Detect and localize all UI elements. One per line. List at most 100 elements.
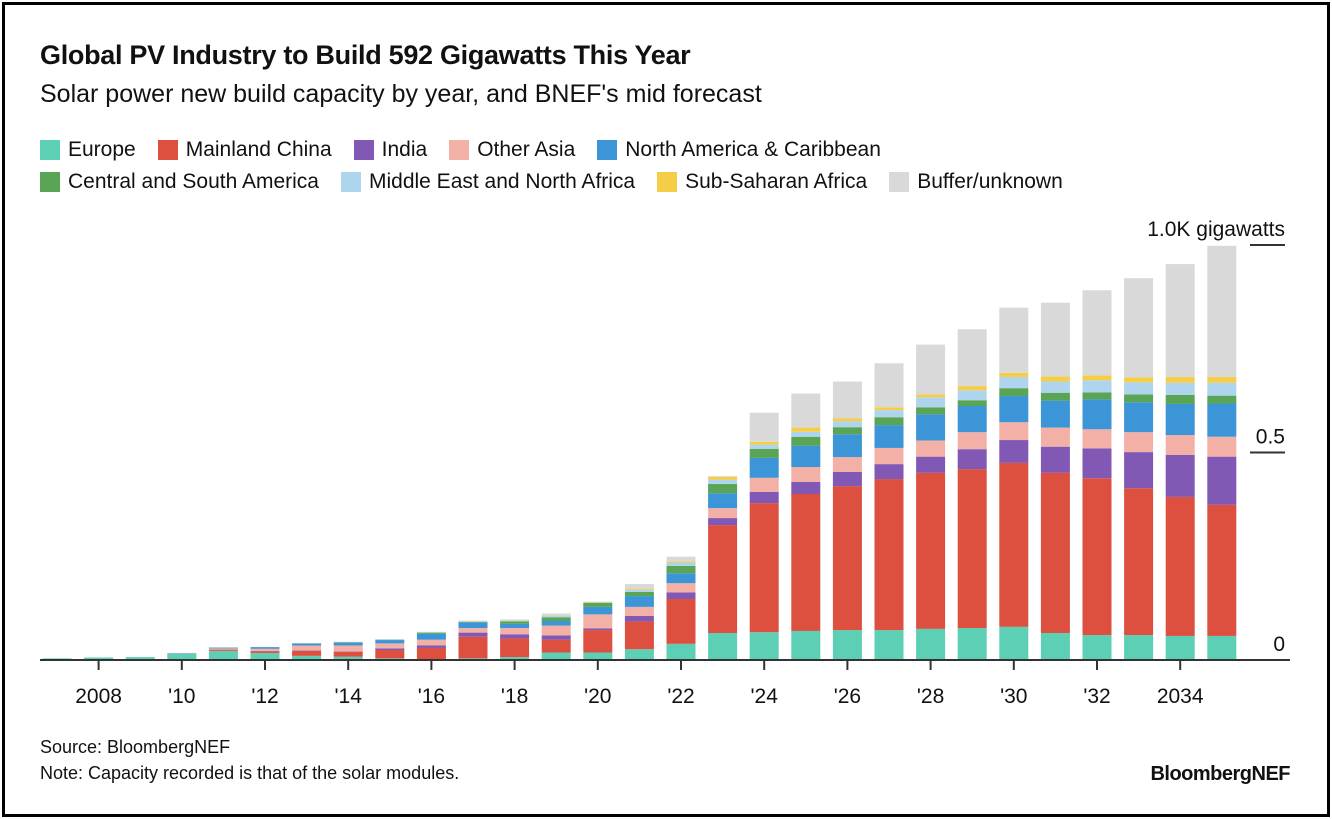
bar-segment-india-2021 xyxy=(624,616,654,622)
legend-item: Sub-Saharan Africa xyxy=(657,170,867,194)
bar-segment-buffer-unknown-2024 xyxy=(749,412,779,442)
x-tick-label: '32 xyxy=(1083,685,1110,708)
legend-swatch xyxy=(353,140,374,160)
bar-segment-india-2027 xyxy=(874,464,904,480)
bar-segment-sub-saharan-africa-2030 xyxy=(999,372,1029,377)
bar-segment-europe-2022 xyxy=(666,643,696,660)
bar-segment-mainland-china-2028 xyxy=(916,472,946,629)
footnote: Note: Capacity recorded is that of the s… xyxy=(40,763,460,783)
bar-segment-europe-2033 xyxy=(1124,635,1154,660)
bar-segment-india-2019 xyxy=(541,635,571,640)
bar-segment-north-america-caribbean-2024 xyxy=(749,457,779,478)
bar-segment-north-america-caribbean-2029 xyxy=(957,406,987,433)
bar-segment-middle-east-and-north-africa-2023 xyxy=(708,479,738,485)
legend-label: Buffer/unknown xyxy=(917,170,1063,193)
bar-segment-europe-2014 xyxy=(333,656,363,660)
bar-segment-north-america-caribbean-2018 xyxy=(500,623,530,629)
bar-segment-middle-east-and-north-africa-2031 xyxy=(1040,381,1070,393)
bar-segment-middle-east-and-north-africa-2021 xyxy=(624,589,654,592)
bar-segment-middle-east-and-north-africa-2019 xyxy=(541,615,571,618)
bar-segment-other-asia-2033 xyxy=(1124,432,1154,453)
bar-segment-europe-2018 xyxy=(500,657,530,660)
legend-item: Central and South America xyxy=(40,170,319,194)
legend-label: Central and South America xyxy=(68,170,319,193)
bar-segment-buffer-unknown-2027 xyxy=(874,363,904,408)
bar-segment-mainland-china-2025 xyxy=(791,494,821,631)
bar-segment-mainland-china-2026 xyxy=(832,486,862,631)
bar-segment-buffer-unknown-2026 xyxy=(832,381,862,419)
bar-segment-buffer-unknown-2021 xyxy=(624,584,654,590)
legend-item: Middle East and North Africa xyxy=(340,170,636,194)
bar-segment-north-america-caribbean-2020 xyxy=(583,606,613,615)
legend-row: Central and South America Middle East and… xyxy=(40,166,1300,198)
bar-segment-north-america-caribbean-2028 xyxy=(916,414,946,441)
bar-segment-middle-east-and-north-africa-2018 xyxy=(500,620,530,622)
bar-segment-india-2023 xyxy=(708,518,738,526)
legend-swatch xyxy=(340,172,361,192)
bar-segment-buffer-unknown-2032 xyxy=(1082,290,1112,376)
bar-segment-europe-2034 xyxy=(1165,635,1195,660)
x-tick-label: '26 xyxy=(834,685,861,708)
bar-segment-buffer-unknown-2030 xyxy=(999,307,1029,373)
bar-segment-mainland-china-2019 xyxy=(541,639,571,653)
bar-segment-europe-2028 xyxy=(916,628,946,660)
legend-label: Europe xyxy=(68,138,136,161)
bar-segment-mainland-china-2016 xyxy=(416,647,446,660)
chart-title: Global PV Industry to Build 592 Gigawatt… xyxy=(40,40,691,70)
bar-segment-other-asia-2022 xyxy=(666,583,696,593)
bar-segment-other-asia-2018 xyxy=(500,628,530,635)
bar-segment-india-2016 xyxy=(416,645,446,648)
legend-label: Sub-Saharan Africa xyxy=(685,170,868,193)
bar-segment-north-america-caribbean-2033 xyxy=(1124,402,1154,433)
bar-segment-middle-east-and-north-africa-2025 xyxy=(791,431,821,437)
bar-segment-buffer-unknown-2019 xyxy=(541,613,571,616)
bar-segment-central-and-south-america-2019 xyxy=(541,617,571,621)
bar-segment-north-america-caribbean-2025 xyxy=(791,445,821,468)
x-tick-label: '20 xyxy=(584,685,611,708)
bar-segment-middle-east-and-north-africa-2024 xyxy=(749,444,779,449)
bar-segment-other-asia-2034 xyxy=(1165,435,1195,455)
bar-segment-north-america-caribbean-2023 xyxy=(708,493,738,509)
bar-segment-other-asia-2016 xyxy=(416,639,446,646)
bar-segment-india-2030 xyxy=(999,440,1029,463)
bar-segment-sub-saharan-africa-2027 xyxy=(874,407,904,411)
bar-segment-middle-east-and-north-africa-2026 xyxy=(832,421,862,428)
bar-segment-mainland-china-2033 xyxy=(1124,488,1154,636)
bar-segment-middle-east-and-north-africa-2028 xyxy=(916,397,946,408)
bar-segment-other-asia-2020 xyxy=(583,614,613,629)
bar-segment-india-2028 xyxy=(916,456,946,473)
legend-swatch xyxy=(157,140,178,160)
bar-segment-europe-2010 xyxy=(167,653,197,660)
bar-segment-mainland-china-2018 xyxy=(500,638,530,658)
bar-segment-europe-2011 xyxy=(208,650,238,660)
bar-segment-mainland-china-2035 xyxy=(1207,504,1237,636)
bar-segment-india-2033 xyxy=(1124,452,1154,489)
bar-segment-other-asia-2013 xyxy=(292,645,322,651)
bar-segment-north-america-caribbean-2026 xyxy=(832,434,862,458)
x-tick-label: '24 xyxy=(751,685,779,708)
bar-segment-sub-saharan-africa-2024 xyxy=(749,441,779,445)
bar-segment-central-and-south-america-2032 xyxy=(1082,392,1112,400)
bar-segment-sub-saharan-africa-2025 xyxy=(791,427,821,432)
bar-segment-mainland-china-2015 xyxy=(375,650,405,659)
bar-segment-mainland-china-2011 xyxy=(208,649,238,651)
legend-label: Middle East and North Africa xyxy=(368,170,636,193)
bar-segment-other-asia-2021 xyxy=(624,606,654,617)
bar-segment-sub-saharan-africa-2034 xyxy=(1165,376,1195,383)
bar-segment-india-2020 xyxy=(583,628,613,631)
bar-segment-mainland-china-2017 xyxy=(458,636,488,659)
bar-segment-india-2025 xyxy=(791,481,821,494)
legend-label: Mainland China xyxy=(185,138,332,161)
bar-segment-other-asia-2030 xyxy=(999,422,1029,441)
bar-segment-mainland-china-2031 xyxy=(1040,472,1070,634)
bar-segment-other-asia-2019 xyxy=(541,625,571,636)
bar-segment-other-asia-2015 xyxy=(375,643,405,649)
bar-segment-north-america-caribbean-2014 xyxy=(333,642,363,646)
chart-subtitle: Solar power new build capacity by year, … xyxy=(40,80,762,108)
bar-segment-north-america-caribbean-2027 xyxy=(874,425,904,448)
bar-segment-europe-2019 xyxy=(541,652,571,660)
bar-segment-central-and-south-america-2026 xyxy=(832,427,862,435)
bar-segment-sub-saharan-africa-2032 xyxy=(1082,375,1112,381)
x-tick-label: '30 xyxy=(1000,685,1027,708)
